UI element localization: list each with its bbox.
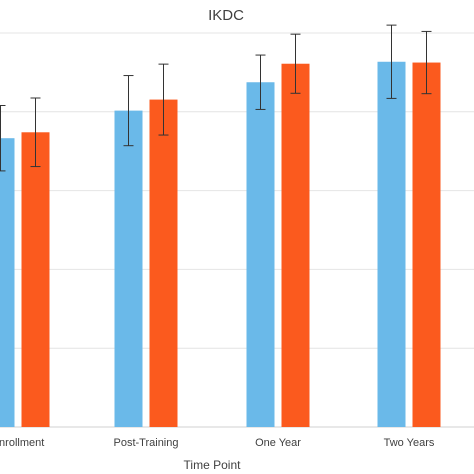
error-bar bbox=[0, 104, 6, 172]
bar bbox=[246, 82, 275, 427]
x-tick-label: One Year bbox=[255, 437, 301, 449]
bar bbox=[21, 132, 50, 427]
error-bars bbox=[0, 24, 432, 172]
bar bbox=[0, 138, 15, 427]
bar bbox=[377, 61, 406, 428]
x-axis-title: Time Point bbox=[184, 458, 242, 472]
error-bar bbox=[421, 30, 432, 95]
bars bbox=[0, 61, 441, 428]
bar bbox=[281, 63, 310, 428]
error-bar bbox=[30, 97, 41, 168]
bar bbox=[114, 110, 143, 428]
x-tick-label: Post-Training bbox=[113, 437, 178, 449]
error-bar bbox=[386, 24, 397, 99]
error-bar bbox=[123, 75, 134, 147]
bar bbox=[149, 99, 178, 427]
error-bar bbox=[158, 63, 169, 136]
error-bar bbox=[255, 54, 266, 110]
error-bar bbox=[290, 33, 301, 94]
chart-title: IKDC bbox=[208, 7, 244, 24]
x-tick-label: Two Years bbox=[384, 437, 435, 449]
bar bbox=[412, 62, 441, 428]
x-tick-labels: Enrollment Post-Training One Year Two Years bbox=[0, 437, 435, 449]
x-tick-label: Enrollment bbox=[0, 437, 44, 449]
